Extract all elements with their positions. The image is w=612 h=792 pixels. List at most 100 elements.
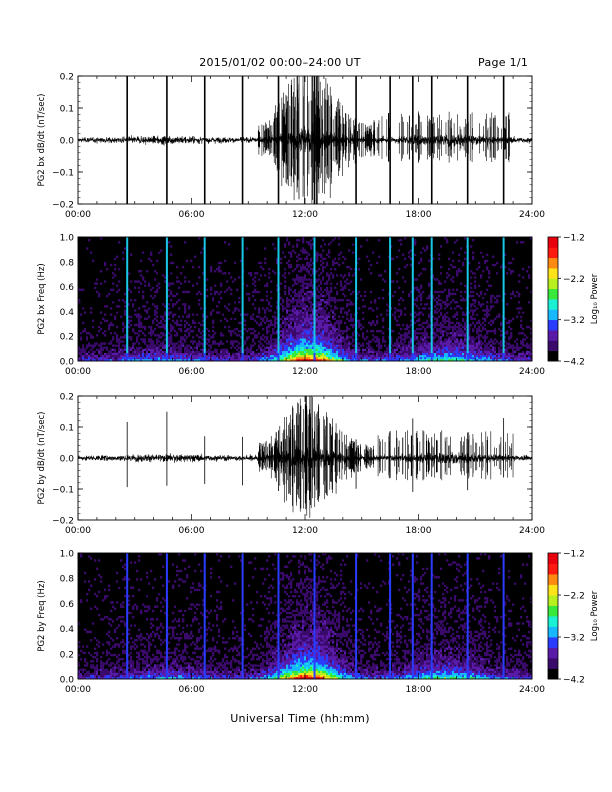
spectrogram-cell bbox=[222, 243, 225, 246]
spectrogram-cell bbox=[226, 288, 229, 292]
spectrogram-cell bbox=[248, 296, 251, 300]
spectrogram-cell bbox=[454, 358, 457, 362]
spectrogram-cell bbox=[338, 338, 341, 341]
spectrogram-cell bbox=[486, 280, 489, 283]
spectrogram-cell bbox=[312, 305, 315, 308]
spectrogram-cell bbox=[436, 317, 439, 320]
spectrogram-cell bbox=[452, 259, 455, 263]
spectrogram-cell bbox=[208, 330, 211, 333]
spectrogram-cell bbox=[158, 286, 161, 289]
spectrogram-cell bbox=[294, 239, 297, 242]
spectrogram-cell bbox=[256, 336, 259, 339]
spectrogram-cell bbox=[300, 334, 303, 337]
spectrogram-cell bbox=[170, 249, 173, 252]
spectrogram-cell bbox=[436, 313, 439, 316]
spectrogram-cell bbox=[456, 352, 459, 356]
y-axis-label: PG2 bx dB/dt (nT/sec) bbox=[37, 94, 47, 187]
spectrogram-cell bbox=[250, 311, 253, 314]
spectrogram-cell bbox=[240, 348, 243, 351]
spectrogram-cell bbox=[110, 237, 113, 240]
spectrogram-cell bbox=[280, 319, 283, 323]
spectrogram-cell bbox=[202, 315, 205, 318]
spectrogram-cell bbox=[134, 352, 137, 356]
spectrogram-cell bbox=[406, 340, 409, 343]
spectrogram-cell bbox=[444, 263, 447, 267]
spectrogram-cell bbox=[168, 340, 171, 343]
spectrogram-cell bbox=[270, 309, 273, 312]
spectrogram-cell bbox=[380, 344, 383, 347]
spectrogram-cell bbox=[292, 305, 295, 308]
spectrogram-cell bbox=[306, 294, 309, 298]
spectrogram-cell bbox=[196, 249, 199, 252]
spectrogram-cell bbox=[482, 325, 485, 329]
spectrogram-cell bbox=[426, 294, 429, 298]
spectrogram-cell bbox=[374, 356, 377, 360]
spectrogram-cell bbox=[326, 356, 329, 360]
spectrogram-cell bbox=[458, 268, 461, 271]
spectrogram-cell bbox=[362, 358, 365, 362]
spectrogram-cell bbox=[284, 344, 287, 347]
spectrogram-cell bbox=[318, 309, 321, 312]
spectrogram-cell bbox=[332, 348, 335, 351]
spectrogram-cell bbox=[420, 342, 423, 345]
spectrogram-cell bbox=[160, 301, 163, 304]
spectrogram-cell bbox=[438, 323, 441, 327]
spectrogram-cell bbox=[440, 309, 443, 312]
spectrogram-cell bbox=[148, 243, 151, 246]
spectrogram-cell bbox=[280, 325, 283, 329]
spectrogram-cell bbox=[316, 315, 319, 318]
spectrogram-cell bbox=[486, 358, 489, 362]
spectrogram-cell bbox=[292, 344, 295, 347]
spectrogram-cell bbox=[438, 245, 441, 248]
spectrogram-cell bbox=[426, 354, 429, 358]
spectrogram-cell bbox=[230, 292, 233, 296]
spectrogram-cell bbox=[302, 354, 305, 358]
spectrogram-cell bbox=[346, 356, 349, 360]
spectrogram-cell bbox=[108, 292, 111, 296]
spectrogram-cell bbox=[444, 342, 447, 345]
spectrogram-cell bbox=[144, 356, 147, 360]
spectrogram-cell bbox=[442, 332, 445, 335]
spectrogram-cell bbox=[136, 346, 139, 349]
spectrogram-cell bbox=[322, 309, 325, 312]
spectrogram-cell bbox=[326, 336, 329, 339]
spectrogram-cell bbox=[312, 340, 315, 343]
spectrogram-cell bbox=[130, 350, 133, 354]
spectrogram-cell bbox=[124, 247, 127, 250]
spectrogram-cell bbox=[170, 270, 173, 273]
spectrogram-cell bbox=[316, 257, 319, 261]
spectrogram-cell bbox=[264, 356, 267, 360]
spectrogram-cell bbox=[98, 330, 101, 333]
spectrogram-cell bbox=[298, 296, 301, 300]
spectrogram-cell bbox=[348, 303, 351, 306]
spectrogram-cell bbox=[464, 334, 467, 337]
spectrogram-cell bbox=[336, 261, 339, 265]
spectrogram-cell bbox=[198, 342, 201, 345]
spectrogram-cell bbox=[154, 354, 157, 358]
spectrogram-cell bbox=[244, 313, 247, 316]
spectrogram-cell bbox=[98, 249, 101, 252]
spectrogram-cell bbox=[90, 307, 93, 310]
spectrogram-cell bbox=[150, 348, 153, 351]
spectrogram-cell bbox=[334, 313, 337, 316]
spectrogram-cell bbox=[302, 311, 305, 314]
spectrogram-cell bbox=[322, 350, 325, 354]
spectrogram-cell bbox=[450, 340, 453, 343]
spectrogram-cell bbox=[456, 332, 459, 335]
spectrogram-cell bbox=[312, 309, 315, 312]
spectrogram-cell bbox=[168, 303, 171, 306]
spectrogram-cell bbox=[434, 270, 437, 273]
spectrogram-cell bbox=[292, 263, 295, 267]
spectrogram-cell bbox=[140, 315, 143, 318]
spectrogram-cell bbox=[298, 346, 301, 349]
spectrogram-cell bbox=[306, 299, 309, 302]
spectrogram-cell bbox=[486, 307, 489, 310]
spectrogram-cell bbox=[232, 358, 235, 362]
spectrogram-cell bbox=[478, 330, 481, 333]
spectrogram-cell bbox=[186, 350, 189, 354]
spectrogram-cell bbox=[434, 284, 437, 287]
spectrogram-cell bbox=[210, 344, 213, 347]
spectrogram-cell bbox=[348, 265, 351, 269]
spectrogram-cell bbox=[462, 334, 465, 337]
spectrogram-cell bbox=[270, 356, 273, 360]
